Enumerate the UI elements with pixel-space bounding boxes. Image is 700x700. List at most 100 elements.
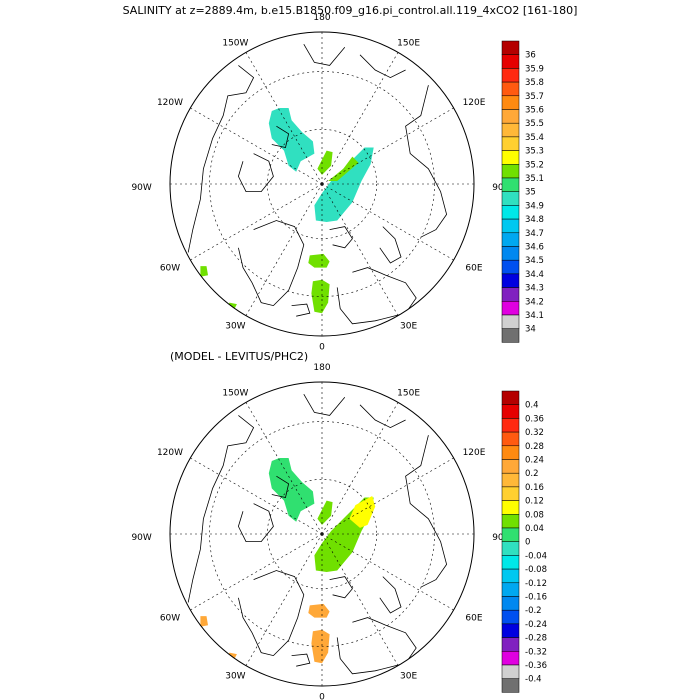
coastline-5: [405, 435, 448, 588]
lon-label-right: 90E: [492, 183, 509, 193]
meridian-300: [190, 457, 323, 535]
coastline-1: [238, 220, 305, 307]
colorbar-label-3: 35.7: [525, 92, 544, 102]
colorbar-label-20: 34: [525, 325, 536, 335]
meridian-120: [321, 533, 454, 611]
colorbar-label-5: 0.2: [525, 469, 539, 479]
colorbar-box-18: [501, 637, 520, 652]
coastline-1: [238, 570, 305, 657]
lon-label-mid_right: 120E: [463, 448, 486, 458]
colorbar-box-2: [501, 418, 520, 433]
colorbar-box-1: [501, 404, 520, 419]
panel-difference: (MODEL - LEVITUS/PHC2) 180 150E 120E 90E 60E…: [131, 350, 547, 700]
colorbar-label-7: 0.12: [525, 497, 544, 507]
colorbar-label-18: -0.32: [525, 647, 547, 657]
map-boundary: [169, 31, 475, 337]
colorbar-box-21: [501, 678, 520, 693]
colorbar-box-19: [501, 301, 520, 316]
colorbar-label-6: 35.4: [525, 133, 544, 143]
colorbar-box-13: [501, 218, 520, 234]
colorbar-box-0: [501, 390, 520, 405]
colorbar-label-1: 35.9: [525, 64, 544, 74]
colorbar-box-7: [501, 136, 520, 151]
meridian-150: [321, 183, 399, 316]
colorbar-label-11: -0.04: [525, 551, 547, 561]
lomonosov-patch: [317, 150, 333, 175]
colorbar-box-4: [501, 445, 520, 460]
colorbar-box-16: [501, 609, 520, 625]
colorbar-label-14: 34.6: [525, 243, 544, 253]
colorbar-box-20: [501, 314, 520, 329]
coastline-2: [237, 153, 274, 193]
colorbar-box-21: [501, 328, 520, 343]
coastline-7: [336, 267, 417, 325]
colorbar-label-17: 34.3: [525, 284, 544, 294]
colorbar-box-7: [501, 486, 520, 501]
labrador-patch: [200, 616, 208, 627]
lon-label-bottom: 0: [319, 343, 325, 353]
lon-label-lower_right: 60E: [465, 264, 482, 274]
colorbar-label-10: 0: [525, 538, 530, 548]
coastline-8: [291, 303, 311, 317]
colorbar-box-11: [501, 541, 520, 556]
meridian-210: [245, 533, 323, 666]
lon-label-top: 180: [313, 363, 330, 373]
coastline-6: [379, 226, 402, 264]
colorbar-label-2: 35.8: [525, 78, 544, 88]
lon-label-upper_left: 150W: [222, 39, 248, 49]
colorbar-label-3: 0.28: [525, 442, 544, 452]
colorbar-label-9: 35.1: [525, 174, 544, 184]
coastline-0: [187, 65, 255, 253]
colorbar-box-5: [501, 459, 520, 474]
norwegian-sea-patch: [311, 629, 330, 664]
colorbar-box-8: [501, 150, 520, 165]
lon-label-upper_right: 150E: [397, 389, 420, 399]
coastline-9: [303, 43, 346, 66]
colorbar-box-17: [501, 623, 520, 638]
panel-1-title: SALINITY at z=2889.4m, b.e15.B1850.f09_g…: [123, 4, 578, 17]
colorbar-label-18: 34.2: [525, 297, 544, 307]
colorbar-box-17: [501, 273, 520, 288]
colorbar-box-15: [501, 596, 520, 611]
lon-label-bottom_left: 30W: [225, 321, 245, 331]
colorbar-box-18: [501, 287, 520, 302]
lomonosov-patch: [317, 500, 333, 525]
lon-label-bottom: 0: [319, 693, 325, 700]
meridian-150: [321, 533, 399, 666]
colorbar-label-11: 34.9: [525, 201, 544, 211]
panel-2-title: (MODEL - LEVITUS/PHC2): [170, 350, 308, 363]
colorbar-label-12: -0.08: [525, 565, 547, 575]
latitude-circle-1: [209, 421, 435, 647]
coastline-10: [359, 54, 406, 79]
colorbar-label-14: -0.16: [525, 593, 547, 603]
meridian-210: [245, 183, 323, 316]
colorbar-label-15: 34.5: [525, 256, 544, 266]
colorbar-box-11: [501, 191, 520, 206]
colorbar-1: 36 35.9 35.8 35.7 35.6 35.5 35.4 35.3 35.2 35.1 35…: [501, 40, 544, 343]
lon-label-lower_left: 60W: [160, 264, 180, 274]
colorbar-box-10: [501, 177, 520, 192]
colorbar-label-4: 35.6: [525, 106, 544, 116]
colorbar-label-19: 34.1: [525, 311, 544, 321]
meridian-30: [321, 52, 399, 185]
meridian-240: [190, 183, 323, 261]
colorbar-box-6: [501, 122, 520, 138]
meridian-330: [245, 402, 323, 535]
colorbar-label-15: -0.2: [525, 606, 542, 616]
colorbar-box-8: [501, 500, 520, 515]
meridian-60: [321, 107, 454, 185]
colorbar-label-2: 0.32: [525, 428, 544, 438]
lon-label-right: 90E: [492, 533, 509, 543]
polar-map-1: 180 150E 120E 90E 60E 30E 0 30W 60W 90W 120W 150W: [131, 13, 509, 353]
colorbar-label-12: 34.8: [525, 215, 544, 225]
colorbar-box-9: [501, 164, 520, 179]
meridian-300: [190, 107, 323, 185]
colorbar-label-5: 35.5: [525, 119, 544, 129]
coastline-2: [237, 503, 274, 542]
meridian-330: [245, 52, 323, 185]
colorbar-label-4: 0.24: [525, 456, 544, 466]
lon-label-lower_left: 60W: [160, 614, 180, 624]
colorbar-box-12: [501, 555, 520, 570]
colorbar-label-10: 35: [525, 188, 536, 198]
colorbar-box-4: [501, 95, 520, 110]
